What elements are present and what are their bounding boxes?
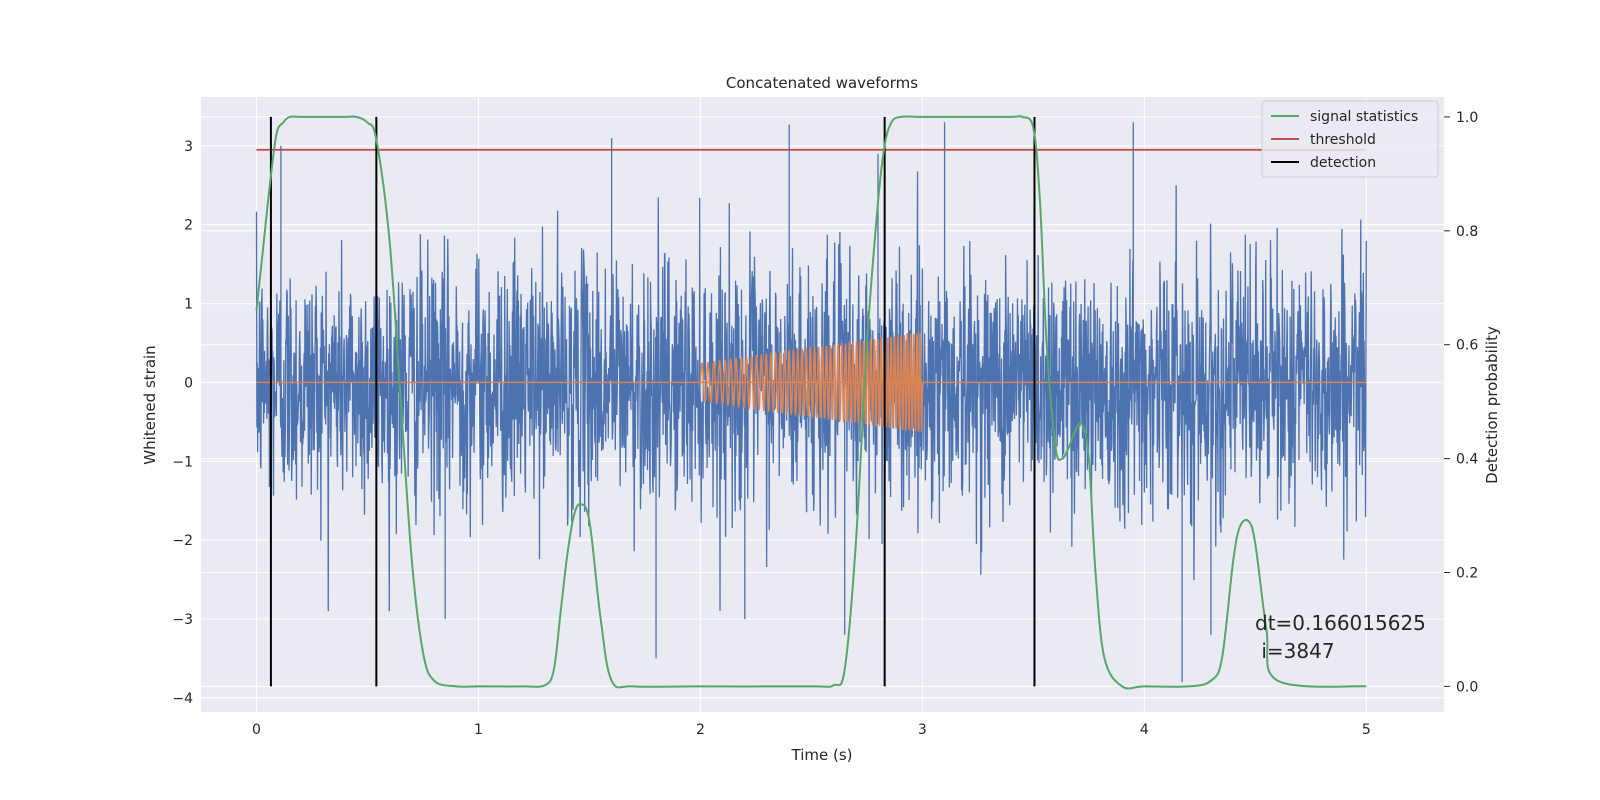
data-layer — [255, 115, 1367, 690]
x-tick-label-0: 0 — [252, 722, 261, 738]
y2-tick-label-3: 0.6 — [1456, 338, 1478, 354]
noise-series-line — [255, 122, 1367, 683]
y-tick-label-1: −3 — [172, 612, 193, 628]
annotation-dt: dt=0.166015625 — [1255, 611, 1426, 635]
chart-title: Concatenated waveforms — [726, 74, 918, 92]
x-axis-label: Time (s) — [791, 746, 853, 764]
x-tick-label-2: 2 — [696, 722, 705, 738]
y2-tick-label-5: 1.0 — [1456, 110, 1478, 126]
y-tick-label-2: −2 — [172, 533, 193, 549]
legend-label-signal-statistics: signal statistics — [1310, 109, 1418, 125]
y2-tick-label-4: 0.8 — [1456, 224, 1478, 240]
legend-box — [1261, 100, 1439, 178]
y-tick-label-5: 1 — [184, 297, 193, 313]
y2-axis-label: Detection probability — [1483, 326, 1501, 484]
x-tick-label-4: 4 — [1140, 722, 1149, 738]
y-tick-label-7: 3 — [184, 139, 193, 155]
tick-labels: 0 1 2 3 4 5 −4 −3 −2 −1 0 1 2 3 0.0 0.2 0.4 0.6 0.8 1.0 — [172, 110, 1478, 738]
x-tick-label-3: 3 — [918, 722, 927, 738]
y-axis-label: Whitened strain — [141, 345, 159, 464]
legend-label-detection: detection — [1310, 155, 1376, 171]
y2-tick-label-1: 0.2 — [1456, 565, 1478, 581]
x-tick-label-5: 5 — [1362, 722, 1371, 738]
y-tick-label-4: 0 — [184, 375, 193, 391]
y2-tick-label-0: 0.0 — [1456, 679, 1478, 695]
signal-statistics-line — [255, 115, 1367, 690]
annotation-index: i=3847 — [1255, 639, 1335, 663]
y-tick-label-0: −4 — [172, 691, 193, 707]
legend: signal statistics threshold detection — [1261, 100, 1439, 178]
y-tick-label-3: −1 — [172, 454, 193, 470]
x-tick-label-1: 1 — [474, 722, 483, 738]
y-tick-label-6: 2 — [184, 218, 193, 234]
legend-label-threshold: threshold — [1310, 132, 1376, 148]
y2-tick-label-2: 0.4 — [1456, 452, 1478, 468]
